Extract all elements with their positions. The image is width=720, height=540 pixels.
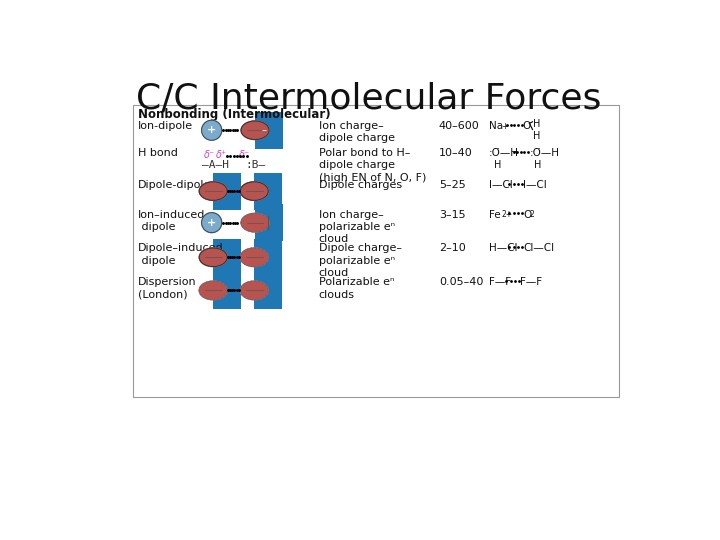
Ellipse shape — [240, 281, 269, 300]
Ellipse shape — [199, 281, 228, 300]
Text: Nonbonding (Intermolecular): Nonbonding (Intermolecular) — [138, 108, 330, 121]
Text: +: + — [207, 218, 216, 228]
Text: Dipole charge–
polarizable eⁿ
cloud: Dipole charge– polarizable eⁿ cloud — [319, 244, 402, 278]
Ellipse shape — [240, 281, 269, 300]
Text: –: – — [262, 125, 267, 135]
Ellipse shape — [240, 248, 269, 267]
Ellipse shape — [240, 248, 269, 267]
Ellipse shape — [241, 213, 269, 232]
Text: Polarizable eⁿ
clouds: Polarizable eⁿ clouds — [319, 278, 394, 300]
Text: :Ö—H: :Ö—H — [489, 148, 519, 158]
Text: Dipole charges: Dipole charges — [319, 180, 402, 190]
Text: +: + — [502, 122, 508, 131]
Text: 10–40: 10–40 — [438, 148, 472, 158]
Text: F—F: F—F — [520, 278, 542, 287]
Ellipse shape — [240, 182, 269, 200]
Text: H—Cl: H—Cl — [489, 244, 518, 253]
Text: Polar bond to H–
dipole charge
(high EN of N, O, F): Polar bond to H– dipole charge (high EN … — [319, 148, 426, 183]
Text: Ion charge–
polarizable eⁿ
cloud: Ion charge– polarizable eⁿ cloud — [319, 210, 395, 245]
Text: δ⁻: δ⁻ — [239, 150, 250, 159]
Text: δ⁻: δ⁻ — [204, 150, 215, 159]
Text: :B—: :B— — [246, 160, 266, 170]
Bar — [255, 204, 283, 241]
Circle shape — [202, 120, 222, 140]
Bar — [213, 173, 241, 210]
Text: Ion–induced
 dipole: Ion–induced dipole — [138, 210, 205, 232]
Text: I—Cl: I—Cl — [489, 180, 513, 190]
Text: Fe: Fe — [489, 210, 500, 220]
Text: +: + — [207, 125, 216, 135]
Text: δ⁺: δ⁺ — [216, 150, 228, 159]
Text: F—F: F—F — [489, 278, 511, 287]
Ellipse shape — [241, 121, 269, 139]
Ellipse shape — [199, 281, 228, 300]
Text: H bond: H bond — [138, 148, 178, 158]
Ellipse shape — [241, 121, 269, 139]
Ellipse shape — [199, 182, 228, 200]
Text: 2+: 2+ — [502, 211, 513, 219]
Text: H: H — [494, 159, 501, 170]
Bar — [254, 272, 282, 309]
Text: :Ö—H: :Ö—H — [529, 148, 559, 158]
Text: H: H — [533, 119, 540, 130]
Text: 2–10: 2–10 — [438, 244, 466, 253]
Ellipse shape — [240, 182, 269, 200]
Bar — [213, 239, 241, 276]
Text: —A—H: —A—H — [202, 160, 230, 170]
Text: 0.05–40: 0.05–40 — [438, 278, 483, 287]
Bar — [254, 173, 282, 210]
Text: Dipole–induced
 dipole: Dipole–induced dipole — [138, 244, 224, 266]
Bar — [255, 112, 283, 149]
Text: H: H — [534, 159, 541, 170]
Text: O: O — [523, 210, 531, 220]
Text: 2: 2 — [529, 211, 534, 219]
Ellipse shape — [199, 248, 228, 267]
Circle shape — [202, 213, 222, 233]
Bar — [213, 272, 241, 309]
Ellipse shape — [199, 182, 228, 200]
Text: 40–600: 40–600 — [438, 121, 480, 131]
Text: 5–25: 5–25 — [438, 180, 466, 190]
Text: Cl—Cl: Cl—Cl — [523, 244, 554, 253]
Text: 3–15: 3–15 — [438, 210, 465, 220]
Text: Ion-dipole: Ion-dipole — [138, 121, 193, 131]
Text: I—Cl: I—Cl — [523, 180, 547, 190]
Bar — [254, 239, 282, 276]
Text: Na: Na — [489, 121, 503, 131]
Text: Ion charge–
dipole charge: Ion charge– dipole charge — [319, 121, 395, 144]
Text: Dispersion
(London): Dispersion (London) — [138, 278, 197, 300]
Text: H: H — [533, 131, 540, 141]
Text: Dipole-dipole: Dipole-dipole — [138, 180, 212, 190]
Text: C/C Intermolecular Forces: C/C Intermolecular Forces — [136, 82, 602, 116]
Ellipse shape — [199, 248, 228, 267]
Ellipse shape — [241, 213, 269, 232]
Text: O: O — [523, 121, 531, 131]
